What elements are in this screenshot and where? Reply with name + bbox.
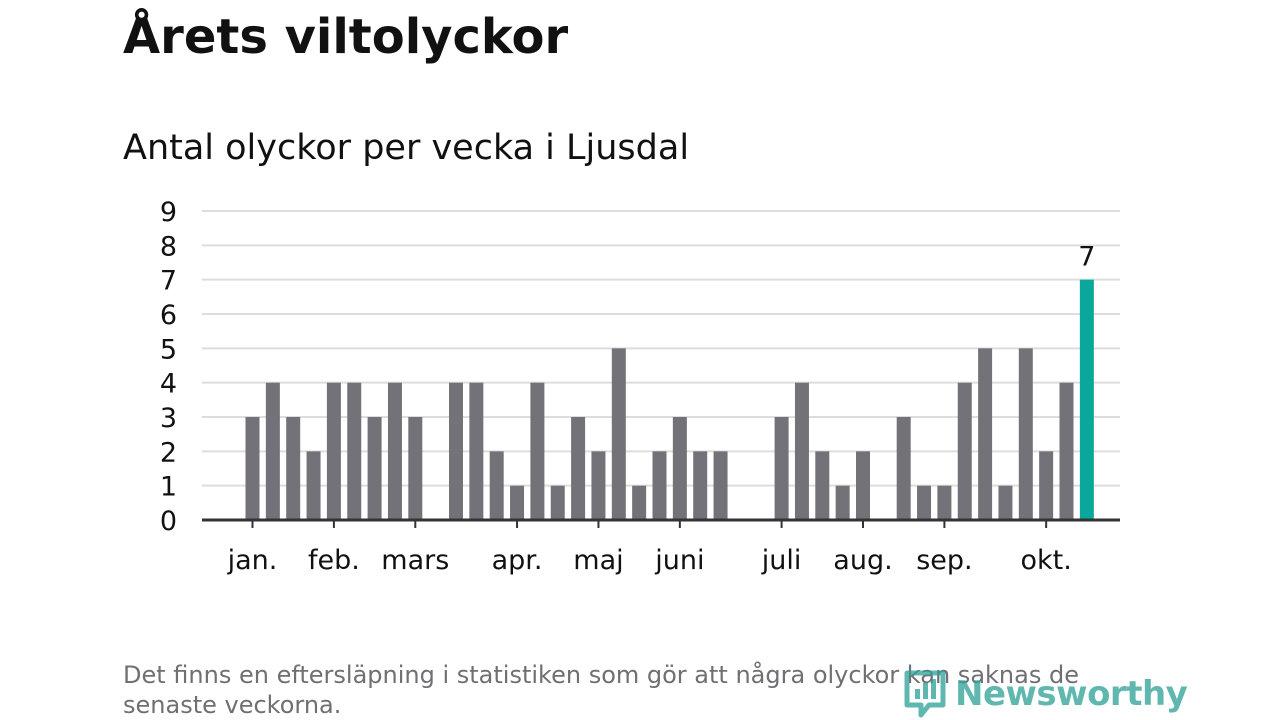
bar [774,417,789,520]
bar [611,348,626,520]
bar [978,348,993,520]
bar [347,382,362,520]
x-tick-label: okt. [1020,545,1071,576]
bar [367,417,382,520]
bar [571,417,586,520]
bar [917,485,932,520]
x-tick-label: mars [381,545,449,576]
x-tick-label: maj [573,545,623,576]
x-axis [202,518,1120,528]
bar [449,382,463,520]
bar [530,382,545,520]
y-tick-label: 0 [160,506,177,537]
bar [713,451,728,520]
bar [469,382,484,520]
bar [937,485,952,520]
x-tick-label: feb. [308,545,360,576]
bar [510,485,525,520]
newsworthy-logo: Newsworthy [903,668,1188,720]
bar [1059,382,1074,520]
x-tick-label: juli [761,545,802,576]
y-tick-label: 9 [160,197,177,228]
bar [957,382,972,520]
bar [632,485,647,520]
bar [1018,348,1033,520]
x-tick-label: jan. [227,545,278,576]
bars [245,279,1094,520]
bar [265,382,280,520]
bar [489,451,504,520]
bar [306,451,321,520]
y-tick-label: 5 [160,334,177,365]
x-tick-label: juni [654,545,704,576]
bar [693,451,708,520]
bar [286,417,301,520]
y-tick-label: 8 [160,231,177,262]
bar [245,417,260,520]
y-tick-label: 1 [160,472,177,503]
x-tick-label: sep. [916,545,972,576]
bar [998,485,1013,520]
y-tick-label: 3 [160,403,177,434]
newsworthy-logo-text: Newsworthy [955,674,1188,714]
bar [794,382,809,520]
chart-title: Årets viltolyckor [123,9,569,65]
y-tick-label: 7 [160,266,177,297]
bar [896,417,911,520]
y-tick-label: 2 [160,437,177,468]
bar [652,451,667,520]
x-tick-label: aug. [833,545,892,576]
bar [672,417,687,520]
y-tick-label: 4 [160,369,177,400]
bar [408,417,423,520]
bar [550,485,565,520]
newsworthy-logo-icon [904,670,946,718]
y-tick-label: 6 [160,300,177,331]
bar [591,451,606,520]
bar [856,451,870,520]
chart-subtitle: Antal olyckor per vecka i Ljusdal [123,128,690,168]
data-label: 7 [1078,242,1095,273]
bar [815,451,830,520]
bar [1039,451,1054,520]
bar [326,382,341,520]
bar [387,382,402,520]
bar-highlight [1079,279,1094,520]
x-tick-label: apr. [492,545,543,576]
bar [835,485,850,520]
